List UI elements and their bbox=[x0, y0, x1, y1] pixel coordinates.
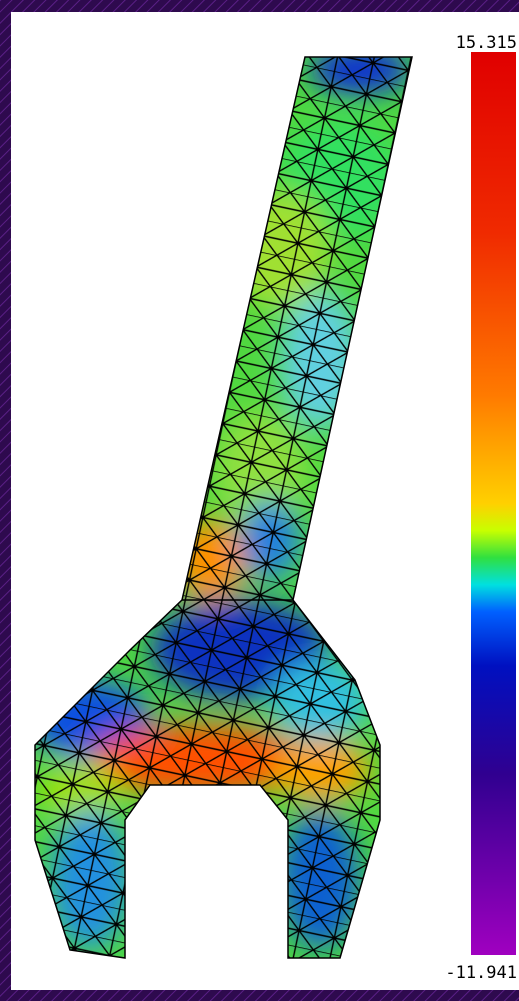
screen: 15.315 -11.941 bbox=[0, 0, 519, 1001]
colorbar bbox=[471, 52, 516, 955]
colorbar-max-label: 15.315 bbox=[456, 33, 517, 53]
colorbar-min-label: -11.941 bbox=[445, 963, 517, 983]
